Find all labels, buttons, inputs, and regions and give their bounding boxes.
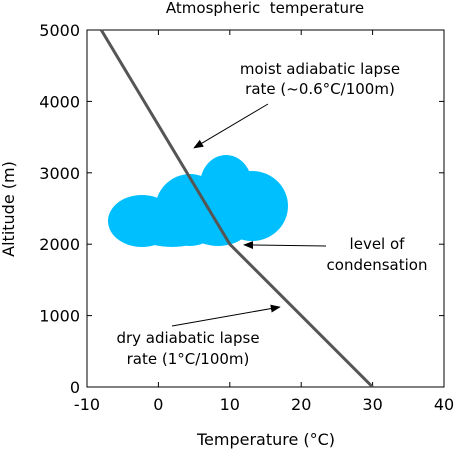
temperature-profile-line	[99, 29, 374, 389]
chart-title: Atmospheric temperature	[166, 0, 364, 17]
x-tick-label: 30	[362, 395, 382, 414]
x-tick-label: 0	[153, 395, 163, 414]
x-tick-label: 20	[291, 395, 311, 414]
x-tick-label: 10	[220, 395, 240, 414]
moist-lapse-label-line2: rate (~0.6°C/100m)	[245, 80, 395, 98]
dry-lapse-label-line1: dry adiabatic lapse	[116, 329, 259, 347]
x-axis-label: Temperature (°C)	[196, 430, 335, 449]
y-tick-label: 3000	[39, 164, 80, 183]
y-tick-label: 5000	[39, 21, 80, 40]
axis-ticks	[86, 29, 445, 388]
cloud-shape	[108, 155, 288, 247]
y-axis-label: Altitude (m)	[0, 161, 18, 257]
y-tick-label: 4000	[39, 92, 80, 111]
dry-lapse-label-line2: rate (1°C/100m)	[127, 350, 250, 368]
moist-lapse-arrow	[193, 103, 269, 149]
x-tick-label: -10	[74, 395, 100, 414]
moist-lapse-label-line1: moist adiabatic lapse	[240, 60, 400, 78]
y-tick-label: 0	[70, 378, 80, 397]
y-tick-label: 2000	[39, 235, 80, 254]
plot-area	[86, 29, 445, 388]
x-tick-label: 40	[434, 395, 454, 414]
y-tick-label: 1000	[39, 307, 80, 326]
condensation-label-line1: level of	[350, 235, 406, 253]
dry-lapse-arrow	[171, 304, 281, 327]
condensation-label-line2: condensation	[327, 256, 428, 274]
x-tick-labels: -10 0 10 20 30 40	[74, 395, 454, 414]
condensation-arrow	[243, 241, 327, 250]
y-tick-labels: 0 1000 2000 3000 4000 5000	[39, 21, 80, 397]
